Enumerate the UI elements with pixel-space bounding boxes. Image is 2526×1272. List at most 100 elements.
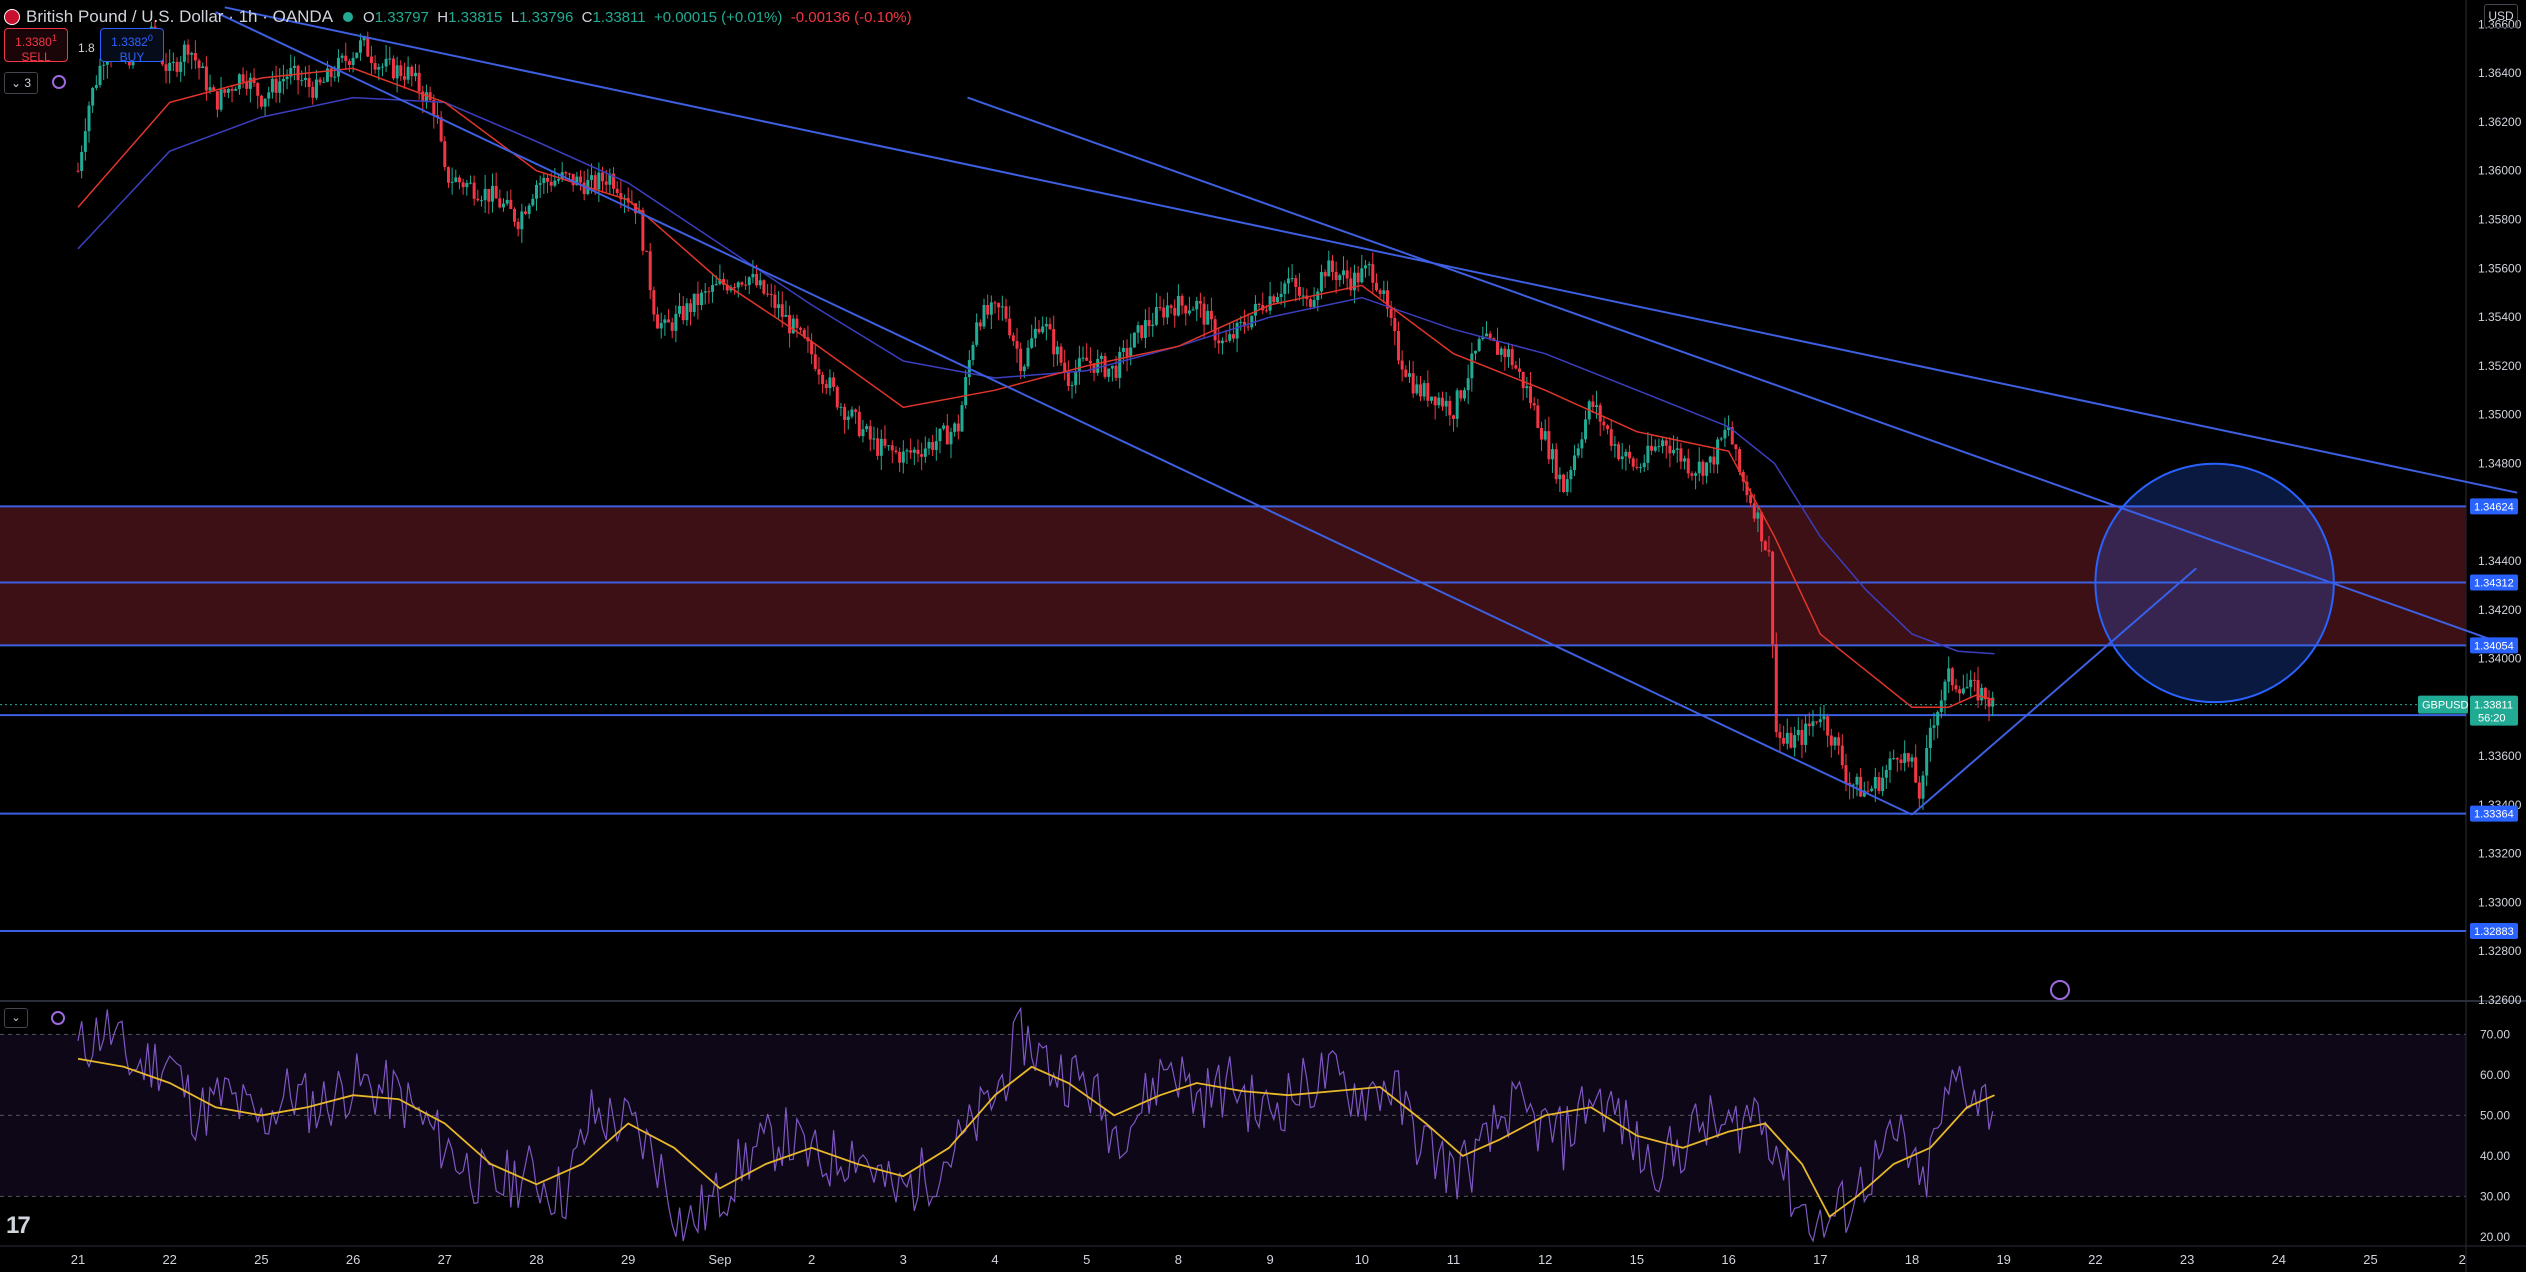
candle-body [1323,272,1327,277]
candle-body [1499,348,1503,355]
candle-body [1606,425,1610,430]
rsi-settings-icon[interactable] [51,1011,65,1025]
candle-body [978,322,982,327]
candle-body [289,68,293,77]
candle-body [1147,320,1151,327]
candle-body [1657,446,1661,448]
candle-body [237,74,241,89]
candle-body [700,292,704,306]
candle-body [259,95,263,107]
prev-change-value: -0.00136 (-0.10%) [790,8,912,26]
candle-body [1576,448,1580,456]
gbp-flag-icon [4,9,20,25]
candle-body [1785,732,1789,744]
candle-body [542,177,546,184]
candle-body [667,319,671,323]
candle-body [810,341,814,355]
candle-body [498,198,502,208]
sell-button[interactable]: 1.33801 SELL [4,28,68,64]
candle-body [1712,456,1716,465]
candle-body [1822,716,1826,720]
candle-body [1426,383,1430,401]
candle-body [351,57,355,65]
candle-body [270,78,274,93]
candle-body [1070,385,1074,387]
buy-label: BUY [119,50,145,64]
candle-body [707,291,711,293]
candle-body [1859,776,1863,797]
candle-body [1976,680,1980,701]
candle-body [725,284,729,291]
candle-body [835,386,839,408]
rsi-tick-label: 70.00 [2480,1027,2510,1041]
countdown-label: 56:20 [2478,713,2506,725]
candle-body [234,88,238,91]
candle-body [645,250,649,252]
candle-body [1191,309,1195,311]
candle-body [802,329,806,338]
candle-body [1796,729,1800,736]
indicators-collapse-button[interactable]: ⌄ 3 [4,72,38,94]
rsi-tick-label: 50.00 [2480,1108,2510,1122]
symbol-title[interactable]: British Pound / U.S. Dollar · 1h · OANDA [26,7,334,26]
trendline [967,96,2518,650]
candle-body [535,184,538,199]
settings-icon[interactable] [52,75,66,89]
candle-body [256,83,260,96]
candle-body [762,280,766,294]
candle-body [1668,445,1672,454]
trendline [215,11,1913,816]
candle-body [223,89,227,93]
rsi-collapse-button[interactable]: ⌄ [4,1008,28,1028]
candle-body [681,305,685,321]
candle-body [1184,305,1188,314]
candle-body [1143,320,1147,338]
candle-body [821,374,825,385]
time-tick-label: 3 [900,1252,907,1267]
candle-body [1870,788,1874,792]
candle-body [1543,431,1547,440]
candle-body [1881,777,1885,792]
candle-body [395,65,399,79]
time-tick-label: 25 [2363,1252,2377,1267]
candle-body [938,428,942,442]
candle-body [1855,776,1859,785]
time-tick-label: 11 [1447,1252,1461,1267]
candle-body [230,89,234,91]
candle-body [1110,365,1114,369]
candle-body [1209,310,1213,320]
rsi-line [77,1006,1994,1243]
candle-body [490,185,494,202]
candle-body [1987,699,1991,707]
candle-body [215,91,219,110]
candle-body [1884,769,1888,778]
candle-body [248,77,252,89]
candle-body [1154,307,1158,325]
price-tick-label: 1.35000 [2478,408,2522,422]
resistance-zone [0,506,2466,646]
candle-body [468,182,472,184]
candle-body [1474,350,1478,354]
candle-body [1268,296,1272,311]
currency-button[interactable]: USD [2484,4,2518,28]
buy-button[interactable]: 1.33820 BUY [100,28,164,64]
candle-body [773,294,777,309]
candle-body [1360,268,1364,283]
candle-body [1063,362,1067,372]
candle-body [1356,272,1360,283]
candle-body [898,451,902,463]
candle-body [1708,456,1712,463]
sell-label: SELL [21,50,51,64]
candle-body [1921,775,1925,799]
candle-body [1954,685,1958,690]
candle-body [568,173,572,175]
candle-body [1928,727,1932,748]
candle-body [634,203,638,214]
lightning-icon[interactable] [2050,980,2070,1000]
candle-body [1030,338,1034,348]
candle-body [1730,427,1734,445]
candle-body [1250,315,1254,328]
candle-body [934,441,938,450]
candle-body [956,423,960,432]
